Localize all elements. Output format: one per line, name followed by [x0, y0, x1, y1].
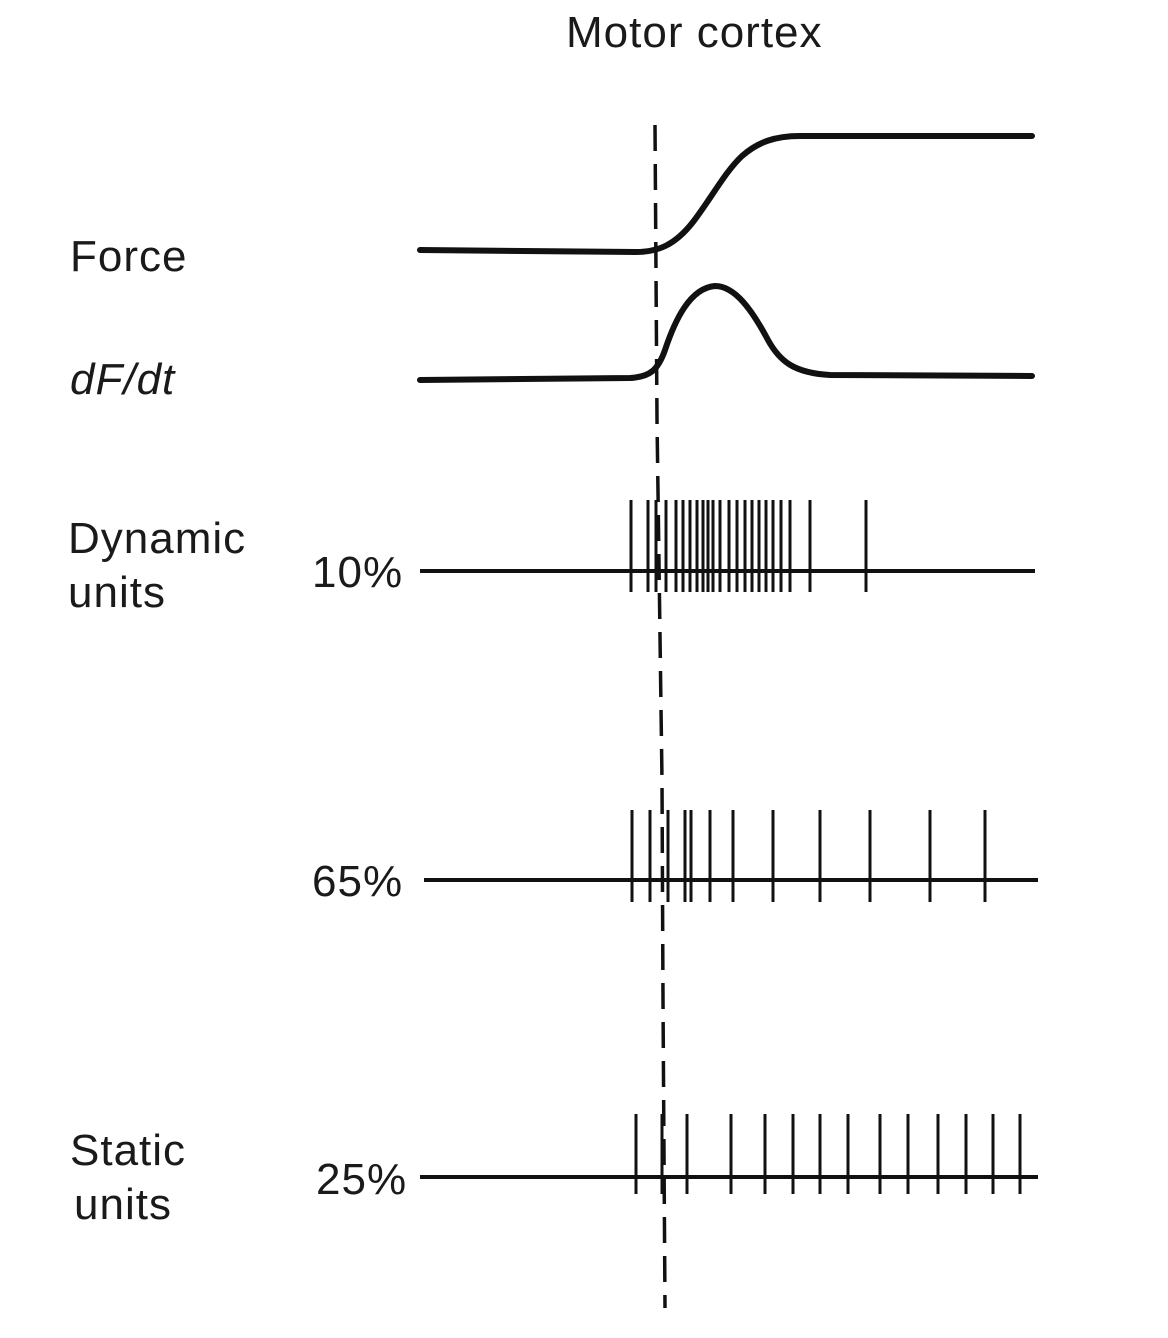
onset-marker-line [653, 124, 667, 1309]
train-65-percent-label: 65% [312, 857, 404, 906]
dfdt-label: dF/dt [70, 355, 176, 404]
static-units-label-line1: Static [70, 1126, 187, 1175]
train-25-percent-label: 25% [316, 1155, 408, 1204]
figure-title: Motor cortex [566, 8, 823, 57]
train-65-spikes [630, 810, 987, 902]
train-10-spikes [629, 500, 868, 592]
dynamic-units-label-line2: units [68, 568, 166, 617]
train-10-percent-label: 10% [312, 548, 404, 597]
static-units-label-line2: units [74, 1180, 172, 1229]
dfdt-trace [417, 283, 1035, 383]
train-25-spikes [634, 1114, 1022, 1194]
dynamic-units-label-line1: Dynamic [68, 514, 247, 563]
force-trace [417, 133, 1035, 255]
force-label: Force [70, 232, 188, 281]
